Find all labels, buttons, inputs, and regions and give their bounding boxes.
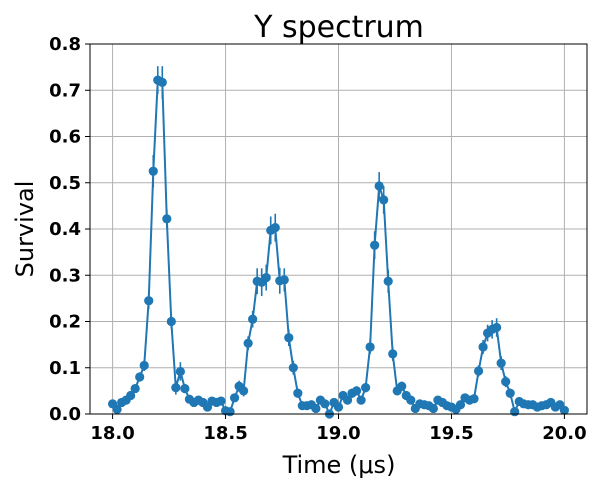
data-point — [284, 333, 294, 343]
data-point — [365, 342, 375, 352]
y-tick-label: 0.3 — [49, 265, 81, 286]
data-point — [351, 386, 362, 396]
x-tick-label: 19.5 — [429, 423, 473, 444]
data-point — [455, 400, 466, 410]
data-point — [171, 383, 181, 393]
data-point — [473, 366, 484, 376]
gridlines — [90, 43, 587, 415]
data-point — [144, 296, 154, 306]
data-point — [166, 316, 176, 327]
data-point — [148, 166, 158, 176]
data-point — [478, 342, 488, 352]
y-tick-label: 0.4 — [49, 219, 81, 240]
y-tick-label: 0.5 — [49, 173, 81, 194]
data-point — [501, 377, 511, 387]
data-point — [126, 390, 136, 401]
y-tick-label: 0.2 — [49, 312, 81, 333]
data-point — [248, 314, 258, 324]
y-tick-label: 0.7 — [49, 80, 81, 101]
data-point — [162, 214, 172, 224]
data-series — [107, 66, 570, 419]
y-tick-label: 0.6 — [49, 127, 81, 148]
data-point — [135, 372, 145, 382]
data-point — [361, 383, 371, 393]
data-point — [406, 395, 416, 405]
data-point — [311, 403, 321, 414]
data-point — [239, 386, 249, 396]
data-point — [356, 395, 366, 405]
data-point — [397, 381, 407, 391]
data-point — [505, 388, 515, 398]
data-point — [175, 366, 185, 377]
y-tick-label: 0.0 — [49, 404, 81, 425]
data-point — [139, 360, 149, 371]
data-point — [216, 396, 226, 406]
data-point — [333, 402, 344, 412]
data-point — [180, 383, 190, 394]
data-point — [374, 181, 384, 191]
y-tick-label: 0.1 — [49, 358, 81, 379]
data-point — [225, 407, 235, 417]
data-point — [383, 276, 393, 286]
x-tick-label: 19.0 — [316, 423, 360, 444]
data-point — [243, 338, 253, 348]
data-point — [130, 383, 140, 394]
chart-title: Y spectrum — [253, 10, 424, 45]
y-axis-ticks: 0.0 0.1 0.2 0.3 0.4 0.5 0.6 0.7 0.8 — [49, 34, 90, 425]
data-point — [370, 240, 380, 250]
data-point — [229, 393, 240, 403]
data-point — [492, 322, 502, 333]
x-tick-label: 18.5 — [203, 423, 247, 444]
data-point — [112, 404, 122, 414]
x-axis-ticks: 18.0 18.5 19.0 19.5 20.0 — [90, 414, 587, 444]
y-axis-label: Survival — [11, 181, 39, 278]
data-point — [279, 275, 289, 285]
y-tick-label: 0.8 — [49, 34, 81, 55]
x-tick-label: 18.0 — [90, 423, 134, 444]
data-point — [469, 394, 479, 404]
data-point — [261, 272, 271, 283]
data-point — [559, 405, 570, 415]
data-point — [510, 407, 520, 417]
data-point — [157, 77, 167, 87]
data-point — [428, 403, 438, 414]
x-tick-label: 20.0 — [542, 423, 586, 444]
data-point — [342, 395, 353, 405]
data-point — [379, 195, 389, 205]
data-point — [388, 349, 398, 359]
data-point — [496, 358, 506, 368]
data-point — [288, 363, 298, 373]
x-axis-label: Time (μs) — [282, 451, 396, 479]
data-point — [270, 223, 280, 233]
data-point — [293, 388, 303, 398]
data-point — [320, 399, 330, 409]
